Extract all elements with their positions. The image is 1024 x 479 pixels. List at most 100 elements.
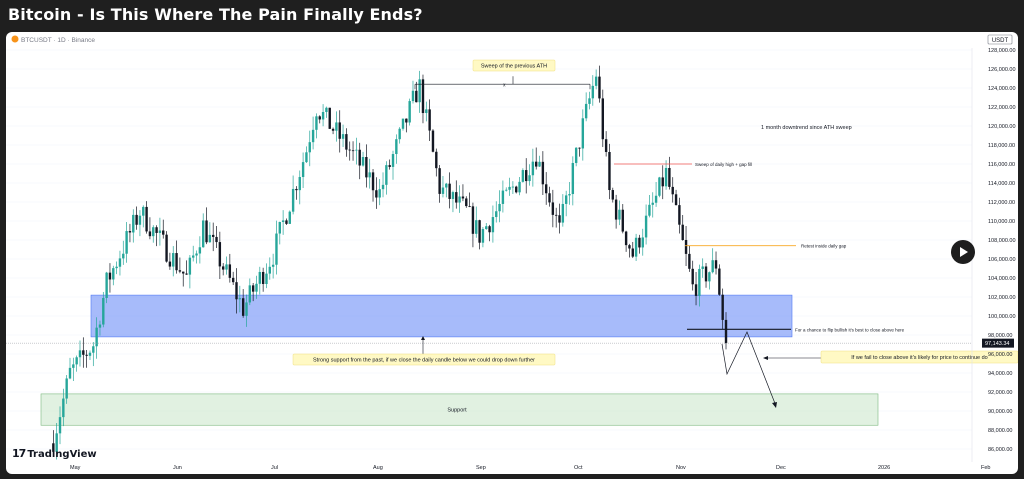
candle — [85, 350, 88, 368]
candle — [428, 99, 431, 142]
candle — [255, 275, 258, 299]
candle — [538, 155, 541, 168]
candle — [62, 388, 65, 427]
y-tick-label: 102,000.00 — [988, 295, 1016, 301]
candle — [671, 177, 674, 203]
last-price-tag: 97,143.34 — [982, 338, 1014, 348]
x-tick-label: Oct — [574, 465, 583, 471]
candle — [584, 92, 588, 122]
candle — [554, 207, 558, 228]
candle — [694, 271, 698, 306]
candle — [258, 266, 262, 295]
candle — [588, 91, 591, 110]
sweep-ath-note: Sweep of the previous ATH — [472, 59, 556, 72]
candle — [634, 233, 638, 261]
candle — [285, 218, 288, 226]
candle — [328, 107, 331, 129]
candle — [221, 263, 225, 276]
candle — [198, 236, 202, 264]
candle — [98, 320, 102, 336]
candle — [281, 210, 285, 235]
candle — [668, 156, 671, 190]
candle — [604, 131, 608, 157]
candle — [185, 260, 188, 275]
candle — [148, 217, 152, 240]
candle — [505, 187, 508, 192]
candle — [525, 158, 528, 194]
candle — [381, 172, 385, 198]
candle — [55, 422, 58, 460]
candle — [65, 375, 68, 404]
candle — [628, 243, 631, 258]
candle — [491, 205, 495, 243]
y-tick-label: 126,000.00 — [988, 67, 1016, 73]
candle — [535, 147, 538, 170]
candle — [92, 342, 95, 367]
candle — [478, 219, 481, 250]
candle — [271, 253, 275, 279]
candle — [351, 141, 355, 161]
candle — [118, 250, 122, 276]
brand-label: TradingView — [27, 449, 97, 460]
candle — [691, 260, 694, 291]
page-title: Bitcoin - Is This Where The Pain Finally… — [8, 5, 423, 24]
candle — [238, 285, 242, 313]
candle — [568, 181, 571, 205]
support-zone — [90, 294, 793, 338]
y-tick-label: 116,000.00 — [988, 162, 1015, 168]
candle — [291, 175, 295, 215]
play-button[interactable] — [951, 240, 975, 264]
candle — [631, 241, 634, 259]
svg-text:97,143.34: 97,143.34 — [985, 341, 1009, 347]
svg-text:Sweep of the previous ATH: Sweep of the previous ATH — [481, 64, 547, 70]
candle — [58, 406, 62, 445]
candle — [485, 222, 488, 230]
candle — [405, 118, 408, 133]
y-tick-label: 128,000.00 — [988, 48, 1016, 54]
fail-close-note: If we fail to close above it's likely fo… — [820, 350, 1018, 364]
candle — [268, 257, 271, 280]
candle — [128, 223, 132, 243]
candle — [341, 124, 345, 147]
candle — [288, 210, 291, 225]
candle — [651, 192, 654, 218]
y-tick-label: 90,000.00 — [988, 409, 1012, 415]
y-tick-label: 114,000.00 — [988, 181, 1015, 187]
candle — [182, 271, 185, 287]
candle — [311, 116, 315, 150]
candle — [331, 127, 335, 135]
candle — [251, 282, 255, 302]
candle — [245, 294, 248, 327]
svg-text:Strong support from the past,: Strong support from the past, if we clos… — [313, 358, 535, 364]
candle — [178, 257, 182, 274]
candle — [315, 113, 318, 139]
candle — [88, 350, 92, 361]
candle — [345, 128, 348, 157]
candle — [574, 147, 578, 167]
svg-text:If we fail to close above it's: If we fail to close above it's likely fo… — [851, 355, 987, 361]
candle — [518, 176, 521, 196]
candle — [231, 271, 235, 286]
candle — [701, 258, 704, 278]
y-tick-label: 104,000.00 — [988, 276, 1016, 282]
candle — [435, 148, 438, 177]
candle — [228, 253, 232, 283]
y-tick-label: 124,000.00 — [988, 86, 1016, 92]
candle — [235, 268, 238, 314]
x-tick-label: Feb — [981, 465, 990, 471]
ath-marker: x — [503, 83, 506, 89]
candle — [132, 209, 135, 243]
candle — [408, 98, 411, 126]
candle — [581, 109, 585, 161]
candle — [152, 225, 155, 243]
candle — [265, 263, 268, 289]
candle — [508, 177, 511, 196]
candle — [711, 248, 714, 274]
candle — [448, 172, 451, 209]
time-axis: May Jun Jul Aug Sep Oct Nov Dec 2026 Feb — [70, 465, 990, 471]
y-tick-label: 106,000.00 — [988, 257, 1016, 263]
candle — [295, 186, 298, 200]
candle — [488, 224, 491, 242]
x-tick-label: 2026 — [878, 465, 890, 471]
title-bar: Bitcoin - Is This Where The Pain Finally… — [0, 0, 1024, 32]
